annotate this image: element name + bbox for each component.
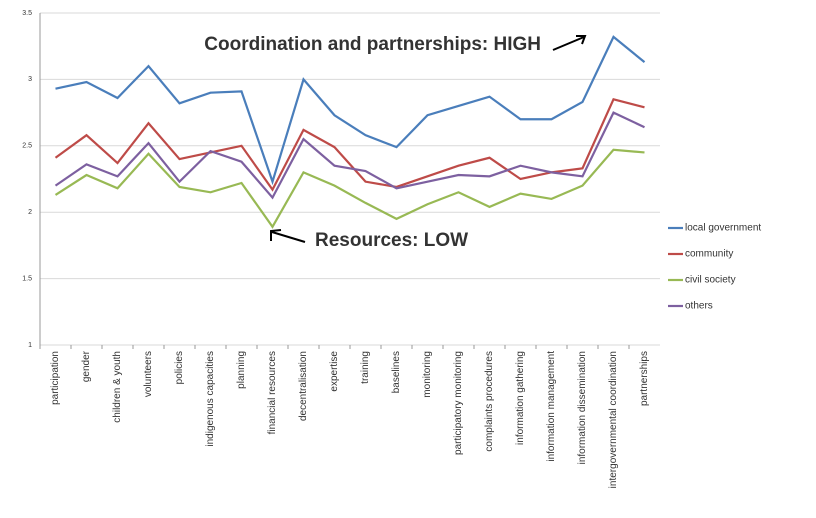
arrow [552, 35, 587, 51]
x-tick-label: planning [236, 351, 247, 389]
x-tick-label: indigenous capacities [205, 351, 216, 447]
x-tick-label: financial resources [267, 351, 278, 434]
series-line [54, 98, 645, 192]
x-tick-label: participatory monitoring [453, 351, 464, 455]
y-tick-label: 2.5 [22, 143, 32, 150]
legend-label: community [685, 249, 733, 260]
x-tick-label: complaints procedures [484, 351, 495, 452]
x-tick-label: monitoring [422, 351, 433, 398]
x-tick-label: information dissemination [577, 351, 588, 464]
y-tick-label: 3 [28, 76, 32, 83]
y-tick-label: 3.5 [22, 10, 32, 17]
x-tick-label: policies [174, 351, 185, 384]
x-tick-label: information management [546, 351, 557, 462]
x-tick-label: decentralisation [298, 351, 309, 421]
x-tick-label: children & youth [112, 351, 123, 423]
y-tick-label: 1.5 [22, 275, 32, 282]
x-tick-label: volunteers [143, 351, 154, 397]
x-tick-label: participation [50, 351, 61, 405]
x-tick-label: expertise [329, 351, 340, 392]
x-tick-label: baselines [391, 351, 402, 393]
series-line [54, 148, 645, 229]
arrow [270, 229, 306, 243]
legend-label: civil society [685, 275, 736, 286]
annotation: Resources: LOW [315, 230, 468, 251]
x-tick-label: partnerships [639, 351, 650, 406]
y-tick-label: 2 [28, 209, 32, 216]
series-line [54, 111, 645, 200]
y-tick-label: 1 [28, 342, 32, 349]
annotation: Coordination and partnerships: HIGH [204, 34, 541, 55]
legend-label: local government [685, 223, 761, 234]
x-tick-label: information gathering [515, 351, 526, 445]
x-tick-label: intergovernmental coordination [608, 351, 619, 488]
legend-label: others [685, 301, 713, 312]
series-line [55, 35, 646, 186]
x-tick-label: training [360, 351, 371, 384]
x-tick-label: gender [81, 350, 92, 382]
